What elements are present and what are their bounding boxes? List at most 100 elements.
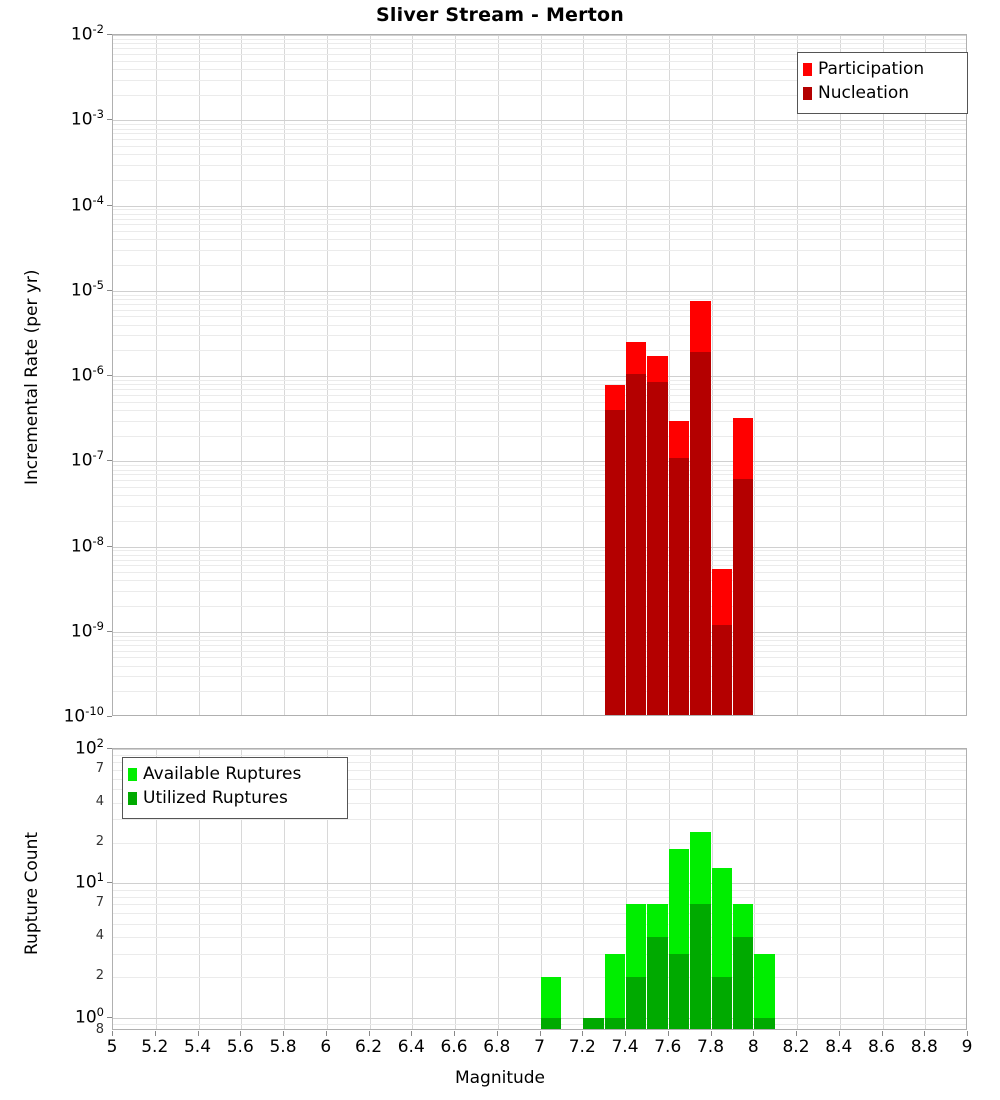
- gridline-horizontal-minor: [113, 923, 966, 925]
- top-chart-y-tick-label: 10-2: [70, 22, 104, 45]
- gridline-horizontal-minor: [113, 303, 966, 305]
- gridline-vertical: [583, 749, 585, 1029]
- gridline-horizontal-minor: [113, 635, 966, 637]
- gridline-horizontal-minor: [113, 565, 966, 567]
- gridline-horizontal-minor: [113, 469, 966, 471]
- tick-mark: [107, 882, 112, 884]
- gridline-horizontal-minor: [113, 401, 966, 403]
- gridline-horizontal-minor: [113, 420, 966, 422]
- x-tick-label: 7.8: [696, 1037, 725, 1057]
- gridline-horizontal-minor: [113, 559, 966, 561]
- gridline-horizontal-minor: [113, 755, 966, 757]
- gridline-horizontal-minor: [113, 550, 966, 552]
- gridline-horizontal-minor: [113, 38, 966, 40]
- legend-swatch-icon: [128, 767, 137, 781]
- gridline-horizontal-minor: [113, 572, 966, 574]
- gridline-horizontal-minor: [113, 650, 966, 652]
- gridline-horizontal: [113, 1017, 966, 1019]
- available-ruptures-segment: [754, 953, 775, 1029]
- gridline-vertical: [540, 749, 542, 1029]
- x-tick-label: 9: [961, 1037, 973, 1057]
- gridline-horizontal-minor: [113, 843, 966, 844]
- gridline-horizontal-minor: [113, 691, 966, 693]
- gridline-horizontal-minor: [113, 53, 966, 55]
- tick-mark: [967, 1031, 968, 1036]
- x-tick-label: 5.4: [183, 1037, 212, 1057]
- gridline-vertical: [839, 35, 841, 715]
- legend-item[interactable]: Available Ruptures: [128, 762, 341, 786]
- gridline-horizontal-minor: [113, 769, 966, 771]
- gridline-horizontal-minor: [113, 213, 966, 215]
- gridline-horizontal-minor: [113, 676, 966, 678]
- tick-mark: [240, 1031, 242, 1036]
- legend-item[interactable]: Nucleation: [803, 81, 961, 105]
- gridline-vertical: [797, 35, 798, 715]
- gridline-horizontal-minor: [113, 644, 966, 646]
- tick-mark: [838, 1031, 840, 1036]
- bottom-chart-legend: Available Ruptures Utilized Ruptures: [122, 757, 348, 819]
- gridline-horizontal-minor: [113, 819, 966, 821]
- gridline-vertical: [455, 35, 456, 715]
- rupture-count-bar: [690, 749, 711, 1029]
- gridline-horizontal-minor: [113, 133, 966, 135]
- tick-mark: [325, 1031, 327, 1036]
- utilized-ruptures-segment: [732, 937, 754, 1029]
- gridline-vertical: [839, 749, 841, 1029]
- gridline-horizontal-minor: [113, 465, 966, 467]
- gridline-vertical: [412, 749, 414, 1029]
- nucleation-segment: [626, 374, 647, 715]
- bottom-chart-y-axis-title: Rupture Count: [22, 831, 42, 955]
- x-tick-label: 8.4: [825, 1037, 853, 1057]
- rupture-count-bar: [754, 749, 775, 1029]
- gridline-horizontal: [113, 376, 966, 377]
- gridline-horizontal-minor: [113, 665, 966, 667]
- gridline-horizontal-minor: [113, 379, 966, 381]
- page-title: Sliver Stream - Merton: [376, 4, 624, 26]
- tick-mark: [710, 1031, 712, 1036]
- bottom-chart-y-tick-label: 102: [75, 736, 104, 759]
- gridline-horizontal-minor: [113, 335, 966, 337]
- gridline-horizontal: [113, 290, 966, 292]
- bottom-chart-y-minor-tick-label: 7: [95, 760, 104, 776]
- nucleation-segment: [732, 478, 754, 715]
- legend-item[interactable]: Participation: [803, 57, 961, 81]
- x-tick-label: 7.6: [654, 1037, 682, 1057]
- gridline-vertical: [925, 35, 927, 715]
- gridline-horizontal-minor: [113, 164, 966, 166]
- gridline-horizontal-minor: [113, 79, 966, 81]
- gridline-horizontal-minor: [113, 913, 966, 915]
- gridline-horizontal-minor: [113, 657, 966, 659]
- gridline-horizontal-minor: [113, 904, 966, 906]
- gridline-horizontal-minor: [113, 394, 966, 396]
- legend-item[interactable]: Utilized Ruptures: [128, 786, 341, 810]
- rate-bar: [732, 35, 754, 715]
- gridline-horizontal-minor: [113, 324, 966, 326]
- tick-mark: [107, 630, 112, 632]
- x-tick-label: 8: [747, 1037, 759, 1057]
- gridline-vertical: [326, 749, 328, 1029]
- gridline-horizontal-minor: [113, 1024, 966, 1026]
- tick-mark: [197, 1031, 199, 1036]
- gridline-vertical: [326, 35, 328, 715]
- rate-bar: [604, 35, 625, 715]
- rate-bar: [711, 35, 732, 715]
- gridline-horizontal-minor: [113, 316, 966, 318]
- gridline-horizontal-minor: [113, 778, 966, 780]
- top-chart-y-tick-label: 10-3: [70, 107, 104, 130]
- gridline-horizontal-minor: [113, 179, 966, 181]
- x-tick-label: 6.4: [397, 1037, 425, 1057]
- gridline-horizontal-minor: [113, 606, 966, 608]
- rupture-count-bar: [583, 749, 604, 1029]
- gridline-horizontal-minor: [113, 145, 966, 147]
- tick-mark: [582, 1031, 584, 1036]
- rupture-count-bar: [732, 749, 754, 1029]
- gridline-horizontal-minor: [113, 591, 966, 593]
- x-tick-label: 8.8: [910, 1037, 938, 1057]
- x-tick-label: 5: [106, 1037, 118, 1057]
- bottom-chart-y-minor-tick-label: 4: [95, 793, 104, 809]
- tick-mark: [107, 460, 112, 462]
- top-chart-legend: Participation Nucleation: [797, 52, 968, 114]
- legend-swatch-icon: [803, 86, 812, 100]
- gridline-horizontal-minor: [113, 409, 966, 411]
